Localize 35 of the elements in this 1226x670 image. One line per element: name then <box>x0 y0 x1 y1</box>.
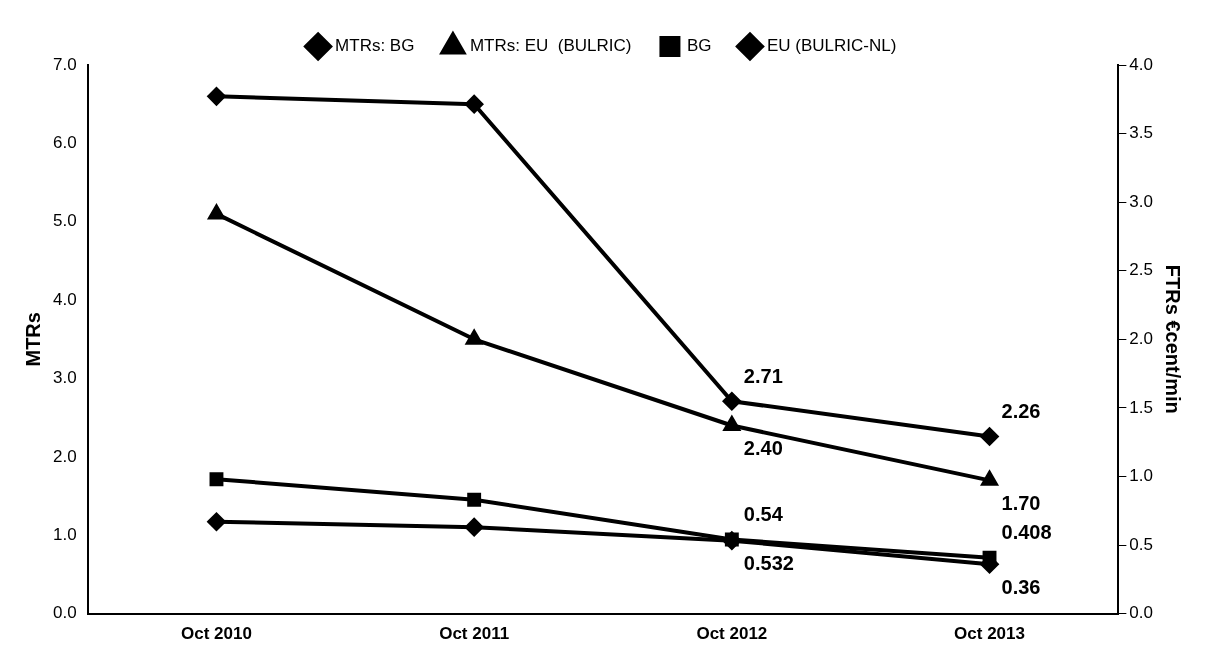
legend-label: EU (BULRIC-NL) <box>767 36 897 56</box>
x-tick-label: Oct 2013 <box>954 624 1025 644</box>
y-tick-label: 4.0 <box>52 289 77 309</box>
x-tick-label: Oct 2011 <box>439 624 510 644</box>
y2-tick-label: 4.0 <box>1129 54 1154 74</box>
y2-tick-label: 2.0 <box>1129 328 1154 348</box>
legend-label: MTRs: EU (BULRIC) <box>469 36 632 56</box>
legend-label: BG <box>686 36 712 56</box>
y-tick-label: 1.0 <box>52 524 77 544</box>
data-label: 2.40 <box>743 437 783 460</box>
data-label: 0.532 <box>743 552 794 575</box>
y-tick-label: 0.0 <box>52 603 77 623</box>
y2-tick-label: 0.0 <box>1129 603 1154 623</box>
y-tick-label: 5.0 <box>52 211 77 231</box>
y2-tick-label: 2.5 <box>1129 260 1154 280</box>
y-tick-label: 7.0 <box>52 54 77 74</box>
y2-tick-label: 1.5 <box>1129 397 1154 417</box>
y2-axis-title: FTRs €cent/min <box>1162 264 1185 414</box>
data-label: 0.54 <box>743 503 784 526</box>
x-tick-label: Oct 2012 <box>696 624 768 644</box>
y-axis-title: MTRs <box>21 312 44 367</box>
data-label: 1.70 <box>1001 491 1041 514</box>
y2-tick-label: 1.0 <box>1129 466 1154 486</box>
y-tick-label: 2.0 <box>52 446 77 466</box>
x-tick-label: Oct 2010 <box>181 624 252 644</box>
data-label: 2.71 <box>743 364 783 387</box>
legend-label: MTRs: BG <box>335 36 415 56</box>
y-tick-label: 3.0 <box>52 368 77 388</box>
y2-tick-label: 3.5 <box>1129 123 1154 143</box>
y2-tick-label: 3.0 <box>1129 191 1154 211</box>
y-tick-label: 6.0 <box>52 133 77 153</box>
data-label: 0.408 <box>1001 521 1052 544</box>
data-label: 0.36 <box>1001 575 1041 598</box>
y2-tick-label: 0.5 <box>1129 534 1154 554</box>
data-label: 2.26 <box>1001 400 1041 422</box>
